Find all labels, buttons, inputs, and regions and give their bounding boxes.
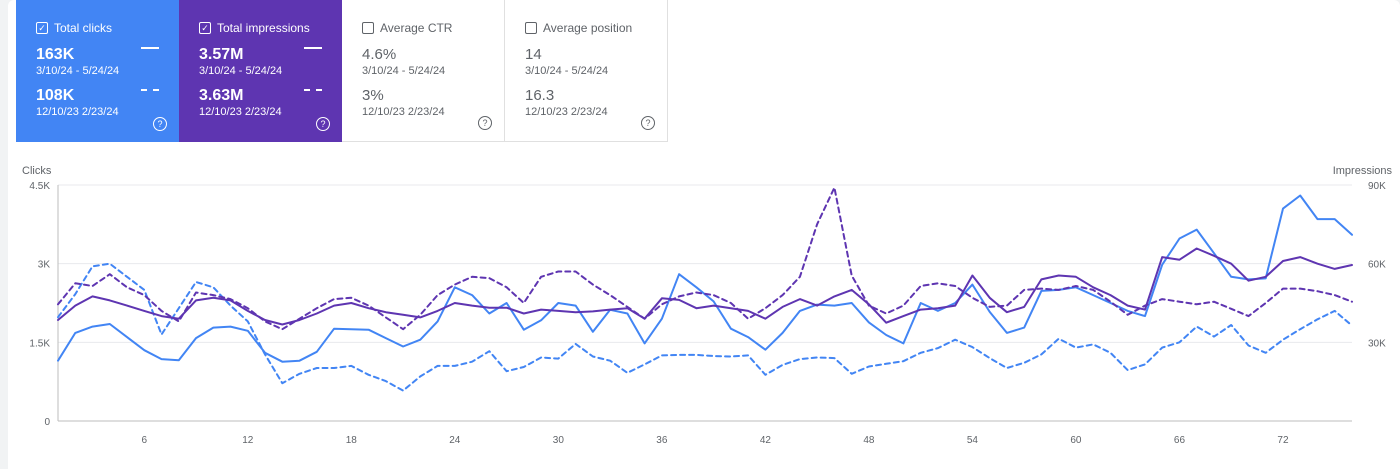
card-label: Average CTR bbox=[380, 21, 453, 35]
checkbox-unchecked-icon[interactable] bbox=[525, 22, 537, 34]
x-tick-label: 54 bbox=[967, 435, 979, 446]
card-date-range: 3/10/24 - 5/24/24 bbox=[525, 65, 609, 77]
card-compare-value: 108K bbox=[36, 87, 75, 104]
card-compare-range: 12/10/23 2/23/24 bbox=[199, 106, 282, 118]
dashed-line-legend-icon bbox=[141, 89, 159, 91]
help-icon[interactable]: ? bbox=[641, 116, 655, 130]
card-label: Total impressions bbox=[217, 21, 310, 35]
total-impressions-card[interactable]: ✓ Total impressions 3.57M 3/10/24 - 5/24… bbox=[179, 0, 342, 142]
card-compare-value: 16.3 bbox=[525, 87, 555, 104]
x-tick-label: 60 bbox=[1070, 435, 1082, 446]
card-date-range: 3/10/24 - 5/24/24 bbox=[36, 65, 120, 77]
impressions-current-series-line bbox=[57, 247, 1353, 326]
card-value: 14 bbox=[525, 46, 542, 63]
help-icon[interactable]: ? bbox=[316, 117, 330, 131]
clicks-current-series-line bbox=[57, 194, 1353, 363]
right-tick-label: 90K bbox=[1368, 181, 1386, 192]
card-compare-value: 3% bbox=[362, 87, 384, 104]
card-compare-range: 12/10/23 2/23/24 bbox=[36, 106, 119, 118]
dashed-line-legend-icon bbox=[304, 89, 322, 91]
checkbox-checked-icon[interactable]: ✓ bbox=[199, 22, 211, 34]
right-tick-label: 30K bbox=[1368, 338, 1386, 349]
card-date-range: 3/10/24 - 5/24/24 bbox=[199, 65, 283, 77]
card-value: 4.6% bbox=[362, 46, 397, 63]
left-tick-label: 1.5K bbox=[29, 338, 50, 349]
left-tick-label: 3K bbox=[38, 260, 51, 271]
average-position-card[interactable]: Average position 14 3/10/24 - 5/24/24 16… bbox=[505, 0, 668, 142]
card-date-range: 3/10/24 - 5/24/24 bbox=[362, 65, 446, 77]
card-compare-range: 12/10/23 2/23/24 bbox=[525, 106, 608, 118]
x-tick-label: 72 bbox=[1277, 435, 1289, 446]
card-value: 3.57M bbox=[199, 46, 244, 63]
x-tick-label: 6 bbox=[141, 435, 147, 446]
performance-panel: ✓ Total clicks 163K 3/10/24 - 5/24/24 10… bbox=[8, 0, 1400, 469]
x-tick-label: 48 bbox=[863, 435, 875, 446]
card-compare-range: 12/10/23 2/23/24 bbox=[362, 106, 445, 118]
card-value: 163K bbox=[36, 46, 75, 63]
card-compare-value: 3.63M bbox=[199, 87, 244, 104]
right-tick-label: 60K bbox=[1368, 260, 1386, 271]
x-tick-label: 66 bbox=[1174, 435, 1186, 446]
left-axis-title: Clicks bbox=[22, 165, 52, 177]
clicks-compare-series-line bbox=[57, 262, 1353, 392]
x-tick-label: 18 bbox=[346, 435, 358, 446]
x-tick-label: 12 bbox=[242, 435, 254, 446]
left-tick-label: 0 bbox=[44, 417, 50, 428]
solid-line-legend-icon bbox=[141, 47, 159, 49]
left-tick-label: 4.5K bbox=[29, 181, 50, 192]
card-label: Average position bbox=[543, 21, 633, 35]
total-clicks-card[interactable]: ✓ Total clicks 163K 3/10/24 - 5/24/24 10… bbox=[16, 0, 179, 142]
metric-cards: ✓ Total clicks 163K 3/10/24 - 5/24/24 10… bbox=[16, 0, 668, 142]
solid-line-legend-icon bbox=[304, 47, 322, 49]
help-icon[interactable]: ? bbox=[153, 117, 167, 131]
x-tick-label: 30 bbox=[553, 435, 565, 446]
checkbox-unchecked-icon[interactable] bbox=[362, 22, 374, 34]
x-tick-label: 42 bbox=[760, 435, 772, 446]
right-axis-title: Impressions bbox=[1333, 165, 1393, 177]
checkbox-checked-icon[interactable]: ✓ bbox=[36, 22, 48, 34]
help-icon[interactable]: ? bbox=[478, 116, 492, 130]
card-label: Total clicks bbox=[54, 21, 113, 35]
average-ctr-card[interactable]: Average CTR 4.6% 3/10/24 - 5/24/24 3% 12… bbox=[342, 0, 505, 142]
impressions-compare-series-line bbox=[57, 186, 1353, 331]
x-tick-label: 24 bbox=[449, 435, 461, 446]
x-tick-label: 36 bbox=[656, 435, 668, 446]
